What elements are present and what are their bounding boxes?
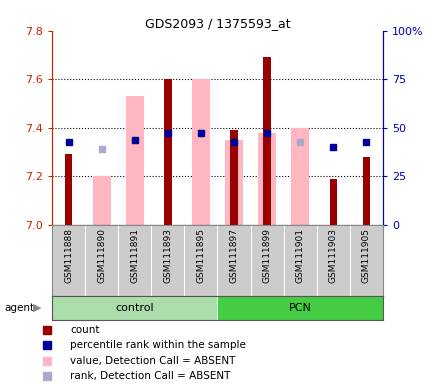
Bar — [257, 132, 276, 225]
Text: ▶: ▶ — [33, 303, 41, 313]
Bar — [52, 296, 217, 320]
Bar — [191, 79, 210, 225]
Bar — [92, 176, 111, 225]
Bar — [65, 154, 72, 225]
Text: GSM111893: GSM111893 — [163, 228, 172, 283]
Title: GDS2093 / 1375593_at: GDS2093 / 1375593_at — [145, 17, 289, 30]
Text: control: control — [115, 303, 154, 313]
Text: value, Detection Call = ABSENT: value, Detection Call = ABSENT — [70, 356, 235, 366]
Bar — [164, 79, 171, 225]
Text: GSM111895: GSM111895 — [196, 228, 205, 283]
Bar — [290, 127, 309, 225]
Bar — [362, 157, 369, 225]
Bar — [125, 96, 144, 225]
Text: GSM111905: GSM111905 — [361, 228, 370, 283]
Text: GSM111891: GSM111891 — [130, 228, 139, 283]
Text: GSM111899: GSM111899 — [262, 228, 271, 283]
Text: percentile rank within the sample: percentile rank within the sample — [70, 340, 245, 350]
Text: GSM111888: GSM111888 — [64, 228, 73, 283]
Bar — [329, 179, 336, 225]
Text: GSM111901: GSM111901 — [295, 228, 304, 283]
Text: PCN: PCN — [288, 303, 311, 313]
Text: GSM111890: GSM111890 — [97, 228, 106, 283]
Text: rank, Detection Call = ABSENT: rank, Detection Call = ABSENT — [70, 371, 230, 381]
Bar — [224, 140, 243, 225]
Bar — [263, 57, 270, 225]
Text: agent: agent — [4, 303, 34, 313]
Text: count: count — [70, 324, 99, 334]
Bar — [230, 130, 237, 225]
Bar — [217, 296, 382, 320]
Text: GSM111897: GSM111897 — [229, 228, 238, 283]
Text: GSM111903: GSM111903 — [328, 228, 337, 283]
